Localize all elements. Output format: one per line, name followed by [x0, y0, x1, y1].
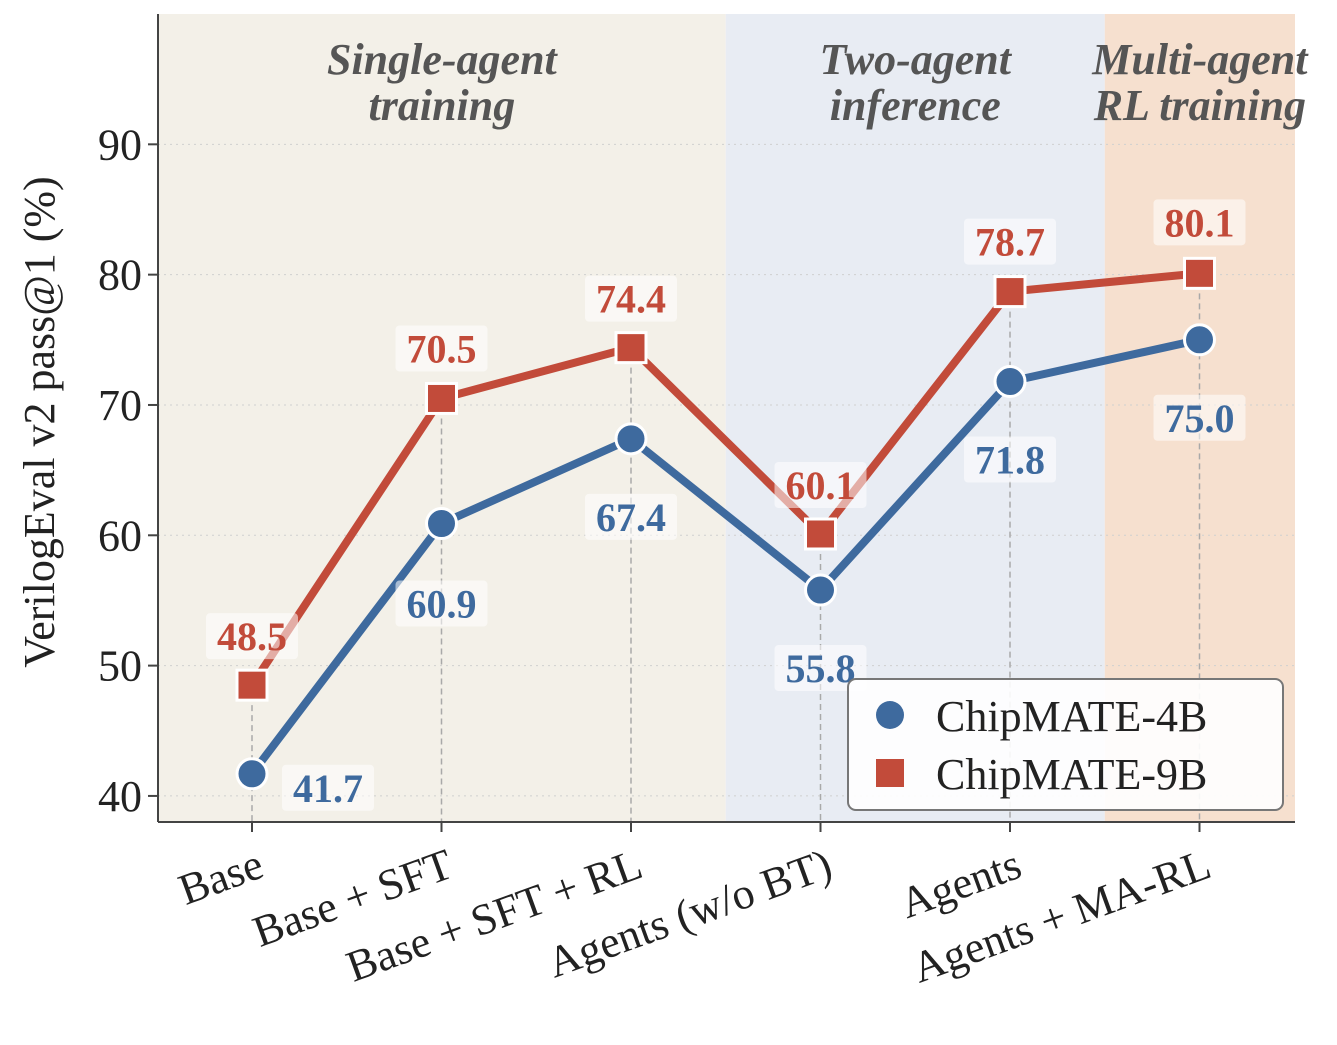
data-label-chipmate-4b-base-sft: 60.9 — [407, 582, 477, 627]
legend-label-chipmate-9b: ChipMATE-9B — [936, 750, 1207, 799]
point-chipmate-9b-agents — [993, 275, 1027, 309]
point-chipmate-9b-agents-ma-rl — [1183, 256, 1216, 290]
legend-label-chipmate-4b: ChipMATE-4B — [936, 692, 1207, 741]
data-label-box-chipmate-9b-base-sft-rl — [585, 275, 677, 322]
point-chipmate-9b-base — [235, 668, 269, 702]
point-chipmate-4b-base-sft — [425, 507, 458, 541]
region-subtitle-training: training — [369, 81, 516, 130]
ytick-label-50: 50 — [98, 642, 142, 691]
legend-box — [847, 678, 1284, 811]
data-label-chipmate-9b-base-sft-rl: 74.4 — [596, 277, 666, 322]
series — [235, 256, 1216, 791]
legend: ChipMATE-4B ChipMATE-9B — [847, 678, 1284, 811]
data-label-box-chipmate-9b-base-sft — [395, 325, 488, 372]
data-label-box-chipmate-9b-agents — [964, 218, 1056, 265]
data-label-chipmate-4b-base: 41.7 — [293, 766, 363, 811]
ytick-label-40: 40 — [98, 772, 142, 821]
data-label-chipmate-4b-agents: 71.8 — [975, 438, 1045, 483]
y-axis-label: VerilogEval v2 pass@1 (%) — [15, 176, 64, 667]
ytick-label-80: 80 — [98, 251, 142, 300]
data-label-chipmate-4b-base-sft-rl: 67.4 — [596, 495, 666, 540]
data-label-box-chipmate-4b-base — [282, 764, 374, 811]
data-label-box-chipmate-4b-base-sft — [395, 580, 488, 627]
point-chipmate-4b-agents — [993, 365, 1027, 399]
point-chipmate-4b-base — [235, 757, 269, 791]
data-label-box-chipmate-4b-agents — [964, 436, 1056, 483]
data-label-box-chipmate-9b-agents-w-o-bt — [774, 461, 867, 508]
data-label-chipmate-9b-agents: 78.7 — [975, 220, 1045, 265]
point-chipmate-9b-base-sft — [425, 381, 458, 415]
ytick-label-60: 60 — [98, 511, 142, 560]
point-chipmate-4b-agents-w-o-bt — [804, 573, 837, 607]
data-label-box-chipmate-9b-agents-ma-rl — [1153, 199, 1246, 246]
data-label-chipmate-4b-agents-ma-rl: 75.0 — [1165, 396, 1235, 441]
data-label-box-chipmate-4b-agents-ma-rl — [1153, 394, 1246, 441]
xtick-label-base: Base — [172, 839, 269, 914]
data-label-box-chipmate-4b-base-sft-rl — [585, 493, 677, 540]
series-line-chipmate-9b — [248, 269, 1204, 690]
region-title-single-agent: Single-agent — [327, 35, 559, 84]
data-label-chipmate-9b-base-sft: 70.5 — [407, 326, 477, 371]
region-subtitle-inference: inference — [830, 81, 1001, 130]
point-chipmate-9b-agents-w-o-bt — [804, 517, 837, 551]
region-title-multi-agent: Multi-agent — [1091, 35, 1309, 84]
data-label-chipmate-9b-agents-ma-rl: 80.1 — [1165, 200, 1235, 245]
data-labels: 41.7 60.9 67.4 55.8 71.8 75.0 48.5 70.5 74.4 60.1… — [206, 199, 1246, 811]
region-subtitle-rl-training: RL training — [1093, 81, 1306, 130]
data-label-chipmate-9b-base: 48.5 — [217, 614, 287, 659]
series-line-chipmate-4b — [248, 335, 1204, 778]
data-label-box-chipmate-4b-agents-w-o-bt — [774, 645, 867, 692]
point-chipmate-4b-base-sft-rl — [614, 422, 648, 456]
data-label-chipmate-4b-agents-w-o-bt: 55.8 — [786, 646, 856, 691]
ytick-label-70: 70 — [98, 381, 142, 430]
legend-marker-chipmate-4b — [876, 701, 904, 729]
point-chipmate-4b-agents-ma-rl — [1183, 323, 1216, 357]
point-chipmate-9b-base-sft-rl — [614, 331, 648, 365]
data-label-box-chipmate-9b-base — [206, 613, 298, 660]
legend-marker-chipmate-9b — [876, 759, 904, 787]
data-label-chipmate-9b-agents-w-o-bt: 60.1 — [786, 463, 856, 508]
region-title-two-agent: Two-agent — [820, 35, 1013, 84]
ytick-label-90: 90 — [98, 120, 142, 169]
